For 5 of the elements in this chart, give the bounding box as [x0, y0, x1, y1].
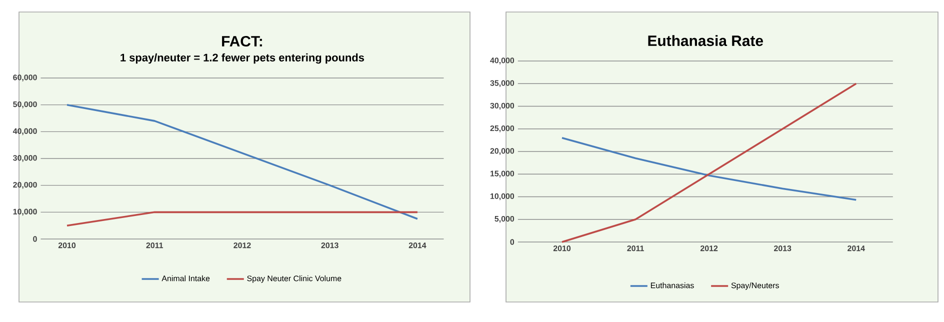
chart-title: FACT:	[222, 36, 262, 47]
line-series	[561, 137, 858, 201]
chart-subtitle: 1 spay/neuter = 1.2 fewer pets entering pounds	[120, 53, 364, 64]
line-series	[561, 82, 858, 243]
chart-title: Euthanasia Rate	[648, 35, 763, 46]
